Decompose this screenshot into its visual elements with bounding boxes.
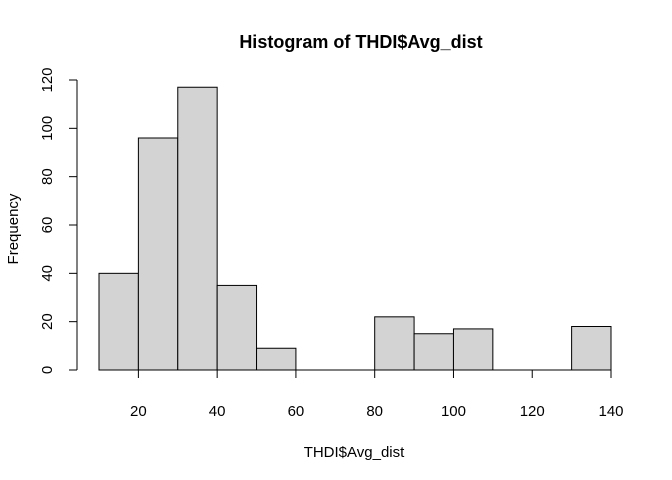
x-axis: 20 40 60 80 100 120 140: [130, 369, 624, 420]
histogram-bar-3: [216, 284, 258, 371]
histogram-bar-0: [98, 272, 139, 371]
x-tick-label-4: 100: [441, 403, 466, 420]
histogram-bar-1: [137, 137, 179, 371]
y-tick-label-5: 100: [39, 116, 56, 141]
y-tick-label-6: 120: [39, 67, 56, 92]
y-axis-label: Frequency: [5, 193, 22, 264]
histogram-bar-8: [413, 333, 454, 371]
y-tick-label-1: 20: [39, 313, 56, 330]
histogram-bar-7: [374, 316, 415, 371]
bars-layer: [98, 86, 612, 371]
x-tick-label-6: 140: [598, 403, 623, 420]
y-tick-label-4: 80: [39, 168, 56, 185]
y-tick-label-3: 60: [39, 217, 56, 234]
x-tick-label-1: 40: [209, 403, 226, 420]
chart-title: Histogram of THDI$Avg_dist: [239, 32, 482, 52]
histogram-bar-9: [452, 328, 494, 371]
x-tick-label-5: 120: [520, 403, 545, 420]
x-tick-label-0: 20: [130, 403, 147, 420]
x-tick-label-3: 80: [366, 403, 383, 420]
y-tick-label-2: 40: [39, 265, 56, 282]
histogram-bar-4: [256, 347, 297, 371]
y-tick-label-0: 0: [39, 366, 56, 374]
histogram-bar-2: [177, 86, 218, 371]
x-axis-label: THDI$Avg_dist: [304, 444, 405, 461]
x-tick-label-2: 60: [288, 403, 305, 420]
y-axis: 0 20 40 60 80 100 120: [39, 67, 78, 374]
histogram-bar-12: [571, 326, 612, 371]
